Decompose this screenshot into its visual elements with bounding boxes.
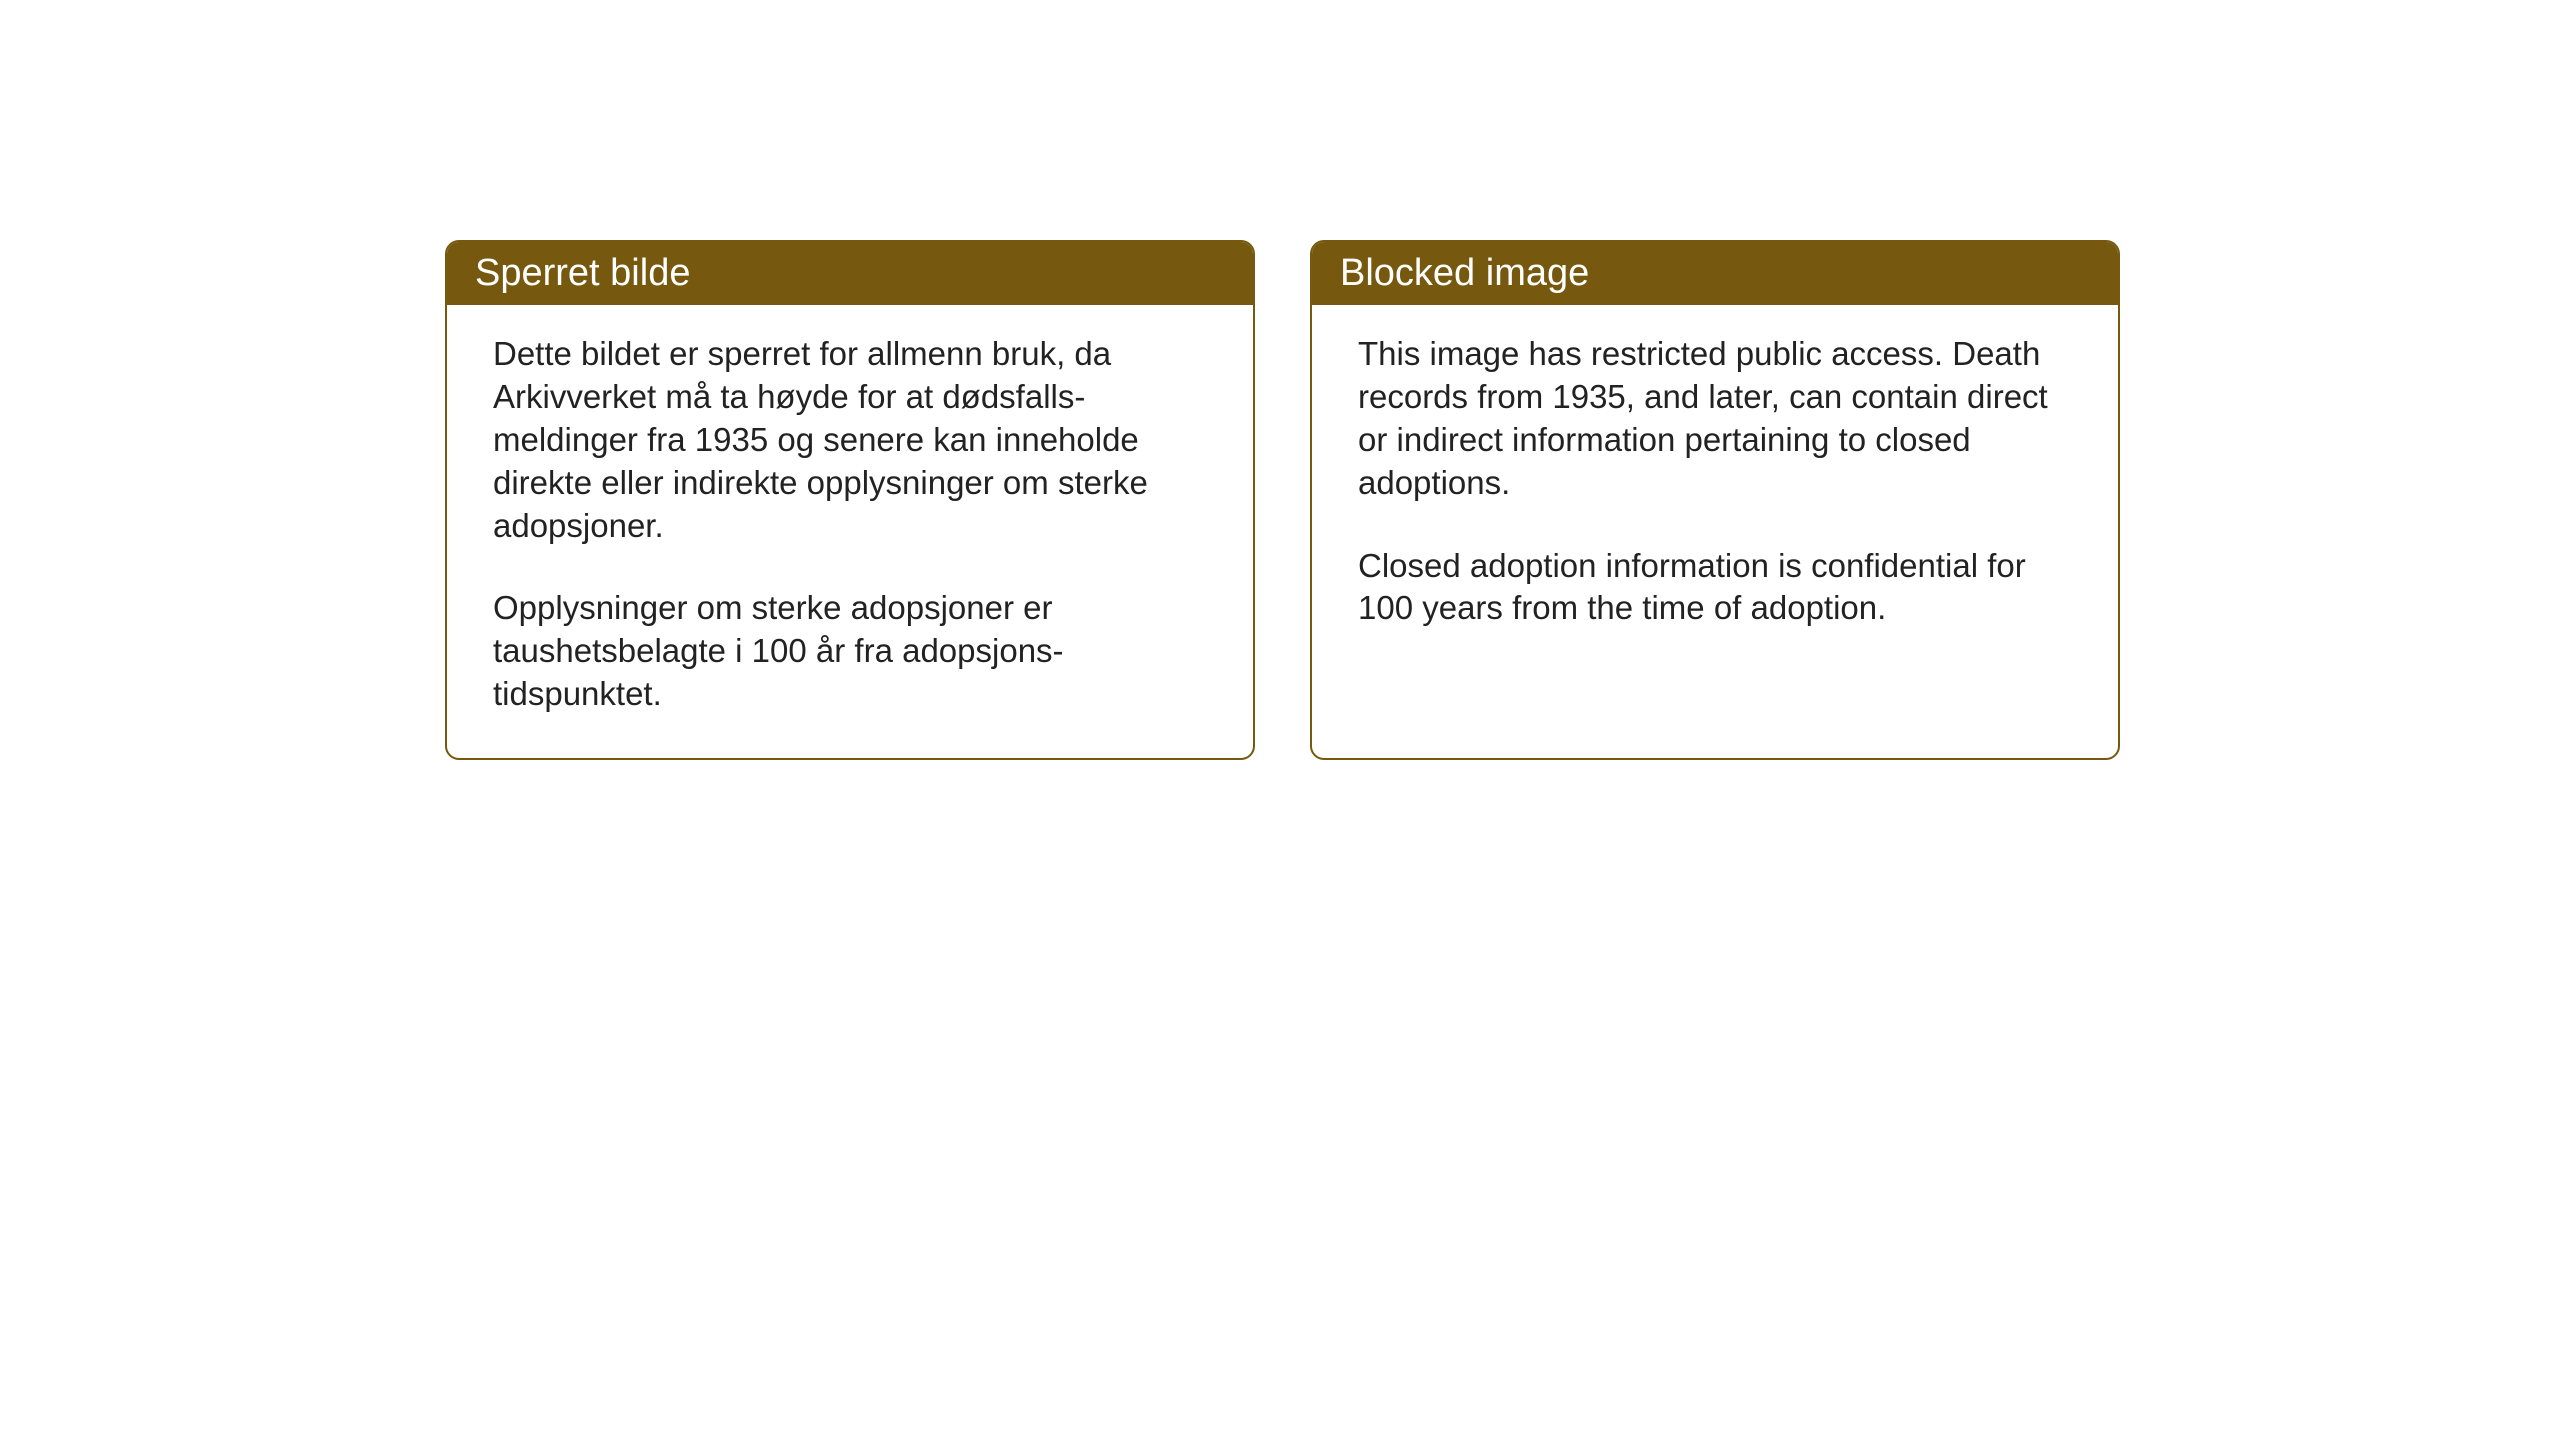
english-paragraph-2: Closed adoption information is confident… xyxy=(1358,545,2072,631)
norwegian-notice-body: Dette bildet er sperret for allmenn bruk… xyxy=(447,305,1253,758)
english-paragraph-1: This image has restricted public access.… xyxy=(1358,333,2072,505)
english-notice-box: Blocked image This image has restricted … xyxy=(1310,240,2120,760)
notice-container: Sperret bilde Dette bildet er sperret fo… xyxy=(445,240,2120,760)
norwegian-notice-title: Sperret bilde xyxy=(447,242,1253,305)
norwegian-notice-box: Sperret bilde Dette bildet er sperret fo… xyxy=(445,240,1255,760)
english-notice-title: Blocked image xyxy=(1312,242,2118,305)
norwegian-paragraph-1: Dette bildet er sperret for allmenn bruk… xyxy=(493,333,1207,547)
english-notice-body: This image has restricted public access.… xyxy=(1312,305,2118,745)
norwegian-paragraph-2: Opplysninger om sterke adopsjoner er tau… xyxy=(493,587,1207,716)
